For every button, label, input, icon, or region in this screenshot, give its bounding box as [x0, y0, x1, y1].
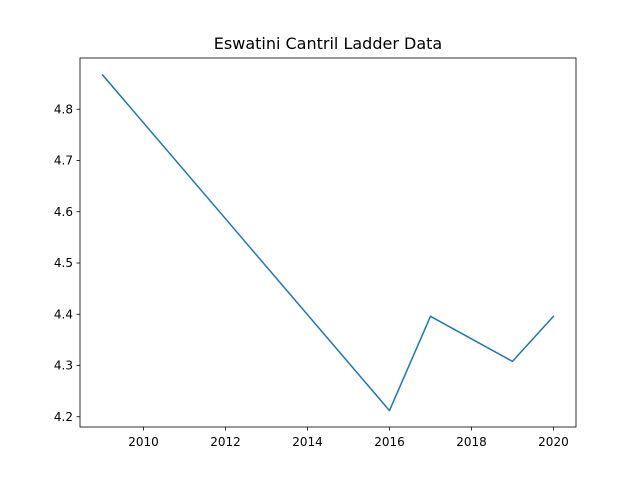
y-tick-label-5: 4.6	[54, 205, 73, 219]
x-tick-label-5: 2018	[456, 435, 487, 449]
x-tick-label-2: 2012	[210, 435, 241, 449]
axes-layer	[79, 57, 577, 428]
y-tick-label-6: 4.7	[54, 154, 73, 168]
y-tick-label-2: 4.3	[54, 359, 73, 373]
y-tick-label-3: 4.4	[54, 307, 73, 321]
y-tick-label-4: 4.5	[54, 256, 73, 270]
x-tick-label-4: 2016	[374, 435, 405, 449]
series-layer	[101, 73, 555, 412]
series-line-1	[101, 73, 555, 412]
chart-title: Eswatini Cantril Ladder Data	[214, 34, 442, 53]
x-tick-label-1: 2010	[128, 435, 159, 449]
ticks-layer: 2010 2012 2014 2016 2018 2020 4.2 4.3 4.4 4.5 4.6 4…	[54, 102, 569, 449]
x-tick-label-6: 2020	[538, 435, 569, 449]
plot-frame	[79, 57, 577, 428]
x-tick-label-3: 2014	[292, 435, 323, 449]
y-tick-label-7: 4.8	[54, 102, 73, 116]
y-tick-label-1: 4.2	[54, 410, 73, 424]
